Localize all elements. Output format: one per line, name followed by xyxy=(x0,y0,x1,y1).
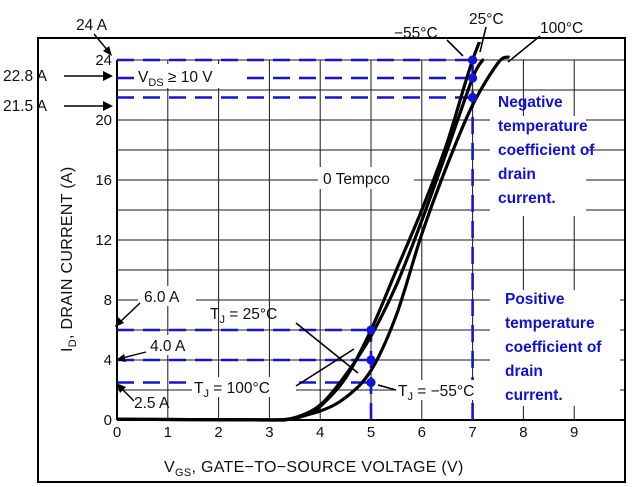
svg-text:6.0 A: 6.0 A xyxy=(144,289,180,306)
marker-dot-0 xyxy=(468,92,478,103)
y-tick-label-24: 24 xyxy=(95,52,112,69)
arrow-4a-head xyxy=(116,354,126,362)
x-tick-label-9: 9 xyxy=(570,424,578,441)
x-tick-label-3: 3 xyxy=(265,424,273,441)
x-tick-label-2: 2 xyxy=(214,424,222,441)
marker-dot-2 xyxy=(366,325,376,335)
svg-text:current.: current. xyxy=(498,190,556,207)
curve-100c xyxy=(117,55,510,422)
annotation-21-5a: 21.5 A xyxy=(3,98,48,115)
label-tj-100c: TJ = 100°C xyxy=(192,377,296,400)
label-tj-minus55c: TJ = −55°C xyxy=(396,380,494,403)
arrow-6a xyxy=(119,302,141,323)
svg-text:0 Tempco: 0 Tempco xyxy=(323,171,390,188)
label-tj-25c: TJ = 25°C xyxy=(210,306,277,326)
x-tick-label-6: 6 xyxy=(418,424,426,441)
arrow-24a-head xyxy=(103,46,112,56)
annotation-22-8a: 22.8 A xyxy=(3,68,48,85)
y-tick-label-12: 12 xyxy=(95,232,112,249)
y-tick-label-0: 0 xyxy=(104,412,112,429)
vds-condition: VDS ≥ 10 V xyxy=(136,64,242,89)
y-axis-label: ID, DRAIN CURRENT (A) xyxy=(59,166,79,352)
x-axis-label: VGS, GATE−TO−SOURCE VOLTAGE (V) xyxy=(164,459,464,479)
svg-text:coefficient of: coefficient of xyxy=(505,339,602,356)
leader-minus55c xyxy=(446,39,464,57)
svg-text:drain: drain xyxy=(505,363,543,380)
x-tick-label-1: 1 xyxy=(164,424,172,441)
arrow-2-5a xyxy=(120,387,135,402)
annotation-4a: 4.0 A xyxy=(144,335,200,355)
arrow-22-8a-head xyxy=(103,71,113,81)
leader-25c xyxy=(479,26,487,53)
outer-frame xyxy=(37,37,626,483)
marker-dot-3 xyxy=(366,355,376,365)
svg-text:VDS ≥ 10 V: VDS ≥ 10 V xyxy=(138,69,213,89)
x-tick-label-5: 5 xyxy=(367,424,375,441)
svg-text:temperature: temperature xyxy=(505,315,595,332)
marker-dot-4 xyxy=(366,377,376,388)
label-25c-top: 25°C xyxy=(469,11,504,28)
negative-tempco-note: Negative temperature coefficient of drai… xyxy=(490,94,595,216)
y-tick-label-16: 16 xyxy=(95,172,112,189)
svg-text:current.: current. xyxy=(505,387,563,404)
leader-tj-minus55c xyxy=(377,384,397,391)
svg-text:TJ = −55°C: TJ = −55°C xyxy=(398,383,474,403)
label-minus55c-top: −55°C xyxy=(394,25,438,42)
x-tick-label-8: 8 xyxy=(519,424,527,441)
x-tick-label-4: 4 xyxy=(316,424,324,441)
leader-tj-25c xyxy=(295,322,359,374)
x-tick-label-0: 0 xyxy=(113,424,121,441)
annotation-24a: 24 A xyxy=(76,17,108,34)
zero-tempco-label: 0 Tempco xyxy=(318,167,414,189)
arrow-4a xyxy=(121,351,147,359)
arrow-21-5a-head xyxy=(103,101,113,111)
arrow-6a-head xyxy=(115,317,124,327)
leader-tj-100c xyxy=(295,348,355,387)
marker-dot-1 xyxy=(468,55,478,65)
annotation-2-5a: 2.5 A xyxy=(134,395,170,412)
reference-dashed-lines xyxy=(117,58,474,420)
marker-dots xyxy=(366,55,478,388)
svg-text:Negative: Negative xyxy=(498,94,563,111)
svg-text:4.0 A: 4.0 A xyxy=(150,338,186,355)
svg-text:temperature: temperature xyxy=(498,118,588,135)
annotation-6a: 6.0 A xyxy=(138,286,196,306)
positive-tempco-note: Positive temperature coefficient of drai… xyxy=(490,290,620,406)
marker-dot-5 xyxy=(468,73,478,83)
svg-text:Positive: Positive xyxy=(505,291,565,308)
arrow-2-5a-head xyxy=(116,383,126,393)
svg-text:TJ = 100°C: TJ = 100°C xyxy=(194,380,270,400)
y-tick-label-20: 20 xyxy=(95,112,112,129)
x-tick-label-7: 7 xyxy=(468,424,476,441)
y-tick-label-4: 4 xyxy=(104,352,112,369)
curve-group xyxy=(117,42,510,422)
svg-text:drain: drain xyxy=(498,166,536,183)
leader-100c xyxy=(507,35,541,63)
label-100c-top: 100°C xyxy=(540,20,583,37)
svg-text:coefficient of: coefficient of xyxy=(498,142,595,159)
y-tick-label-8: 8 xyxy=(104,292,112,309)
